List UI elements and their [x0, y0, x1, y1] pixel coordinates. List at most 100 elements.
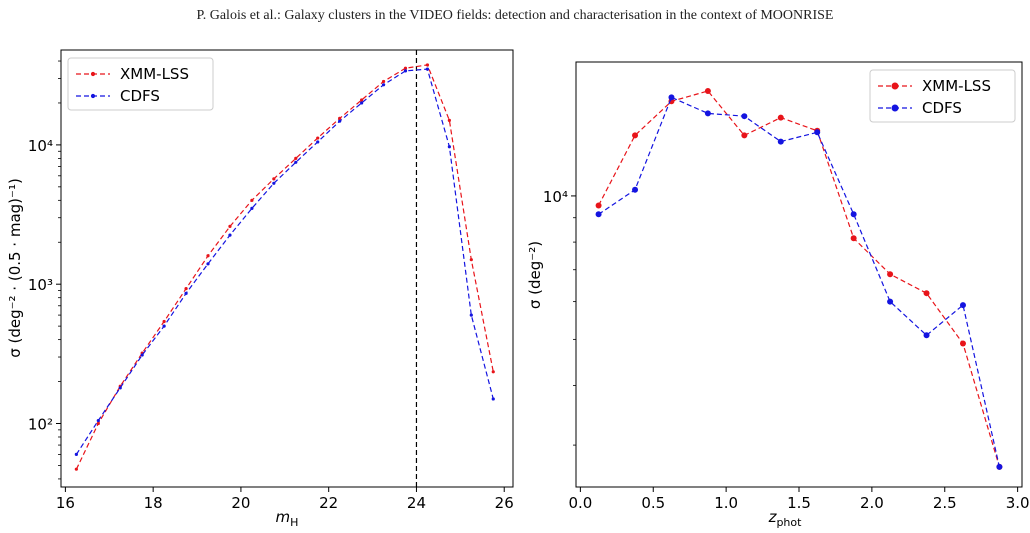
- left-x-tick-label: 18: [144, 494, 163, 512]
- right-data-point-xmm: [959, 340, 966, 347]
- right-data-point-cdfs: [668, 94, 675, 101]
- right-data-point-xmm: [741, 132, 748, 139]
- left-x-tick-label: 16: [56, 494, 75, 512]
- left-x-tick-label: 20: [231, 494, 250, 512]
- right-legend-swatch-marker: [891, 104, 899, 112]
- left-data-point-xmm: [74, 467, 78, 471]
- left-data-point-xmm: [425, 63, 430, 67]
- left-data-point-cdfs: [96, 418, 100, 423]
- right-data-point-cdfs: [996, 463, 1003, 470]
- left-y-axis-label: σ (deg⁻² · (0.5 · mag)⁻¹): [6, 178, 24, 358]
- left-data-point-xmm: [403, 66, 408, 70]
- right-data-point-cdfs: [704, 110, 711, 117]
- right-x-tick-label: 2.5: [933, 494, 957, 512]
- left-x-tick-label: 26: [495, 494, 514, 512]
- left-data-point-cdfs: [272, 181, 276, 185]
- right-data-point-cdfs: [850, 211, 857, 218]
- left-legend-swatch-marker: [90, 71, 96, 77]
- left-y-tick-label: 10²: [28, 415, 53, 433]
- left-data-point-cdfs: [425, 67, 430, 71]
- left-plot-frame: [60, 49, 514, 488]
- left-x-axis-label: mH: [276, 508, 299, 529]
- left-data-point-cdfs: [140, 353, 144, 357]
- right-x-tick-label: 0.5: [641, 494, 665, 512]
- right-data-point-xmm: [887, 271, 894, 278]
- right-legend-label: XMM-LSS: [922, 77, 991, 95]
- left-data-point-xmm: [360, 98, 364, 102]
- left-data-point-cdfs: [228, 233, 232, 237]
- left-data-point-xmm: [469, 258, 473, 262]
- right-data-point-cdfs: [814, 129, 821, 136]
- right-series-line-xmm: [598, 90, 1000, 468]
- right-x-tick-label: 1.5: [787, 494, 811, 512]
- left-data-point-xmm: [184, 286, 188, 291]
- right-legend-swatch-marker: [891, 82, 899, 90]
- left-data-point-cdfs: [206, 262, 210, 266]
- left-data-point-cdfs: [338, 119, 342, 123]
- left-data-point-xmm: [338, 116, 342, 120]
- right-y-axis-label: σ (deg⁻²): [526, 241, 544, 309]
- right-data-point-cdfs: [777, 138, 784, 145]
- left-data-point-xmm: [206, 254, 210, 258]
- left-legend-box: [67, 57, 214, 111]
- left-data-point-cdfs: [491, 397, 495, 401]
- right-data-point-cdfs: [923, 332, 930, 339]
- right-series-line-cdfs: [598, 96, 1000, 468]
- left-data-point-xmm: [272, 177, 276, 181]
- left-data-point-xmm: [491, 370, 495, 374]
- left-data-point-cdfs: [360, 101, 364, 105]
- right-data-point-xmm: [595, 202, 602, 209]
- left-data-point-cdfs: [250, 206, 254, 211]
- left-data-point-cdfs: [184, 291, 188, 295]
- left-data-point-xmm: [162, 319, 166, 324]
- right-marks: 0.0 0.5 1.0 1.5 2.0 2.5 3.0 10⁴ XMM-LSS CDFS: [543, 69, 1030, 512]
- right-y-tick-label: 10⁴: [543, 188, 568, 206]
- right-data-point-cdfs: [959, 302, 966, 309]
- right-x-tick-label: 1.0: [714, 494, 738, 512]
- left-legend-swatch-marker: [90, 93, 96, 99]
- right-data-point-cdfs: [595, 211, 602, 218]
- right-legend-box: [869, 69, 1016, 123]
- left-x-tick-label: 24: [407, 494, 426, 512]
- left-data-point-xmm: [381, 79, 386, 84]
- left-data-point-cdfs: [469, 313, 473, 317]
- left-data-point-xmm: [228, 224, 232, 228]
- right-data-point-xmm: [850, 235, 857, 242]
- right-legend: XMM-LSS CDFS: [869, 69, 1016, 123]
- left-data-point-cdfs: [447, 145, 451, 149]
- right-data-point-xmm: [777, 114, 784, 121]
- right-data-point-cdfs: [741, 113, 748, 120]
- right-plot-frame: [575, 61, 1023, 488]
- right-data-point-cdfs: [887, 298, 894, 305]
- left-data-point-cdfs: [118, 386, 122, 390]
- left-data-point-cdfs: [381, 83, 386, 87]
- left-x-tick-label: 22: [319, 494, 338, 512]
- right-x-tick-label: 2.0: [860, 494, 884, 512]
- left-legend: XMM-LSS CDFS: [67, 57, 214, 111]
- left-data-point-xmm: [96, 421, 100, 426]
- left-legend-label: CDFS: [120, 87, 160, 105]
- left-data-point-cdfs: [74, 452, 78, 456]
- right-legend-label: CDFS: [922, 99, 962, 117]
- left-data-point-xmm: [316, 136, 320, 140]
- right-data-point-cdfs: [632, 186, 639, 193]
- right-data-point-xmm: [632, 132, 639, 139]
- left-y-tick-label: 10³: [28, 276, 53, 294]
- right-data-point-xmm: [704, 88, 711, 95]
- left-data-point-xmm: [447, 118, 451, 122]
- left-legend-label: XMM-LSS: [120, 65, 189, 83]
- right-x-axis-label: zphot: [768, 508, 803, 529]
- left-series-line-cdfs: [75, 68, 494, 455]
- left-data-point-xmm: [294, 156, 298, 160]
- left-data-point-cdfs: [403, 69, 408, 73]
- right-x-tick-label: 0.0: [568, 494, 592, 512]
- chart-left: 16 18 20 22 24 26 10² 10³ 10⁴ XMM-LSS CDFS mH σ (d…: [6, 49, 514, 529]
- right-x-tick-label: 3.0: [1006, 494, 1030, 512]
- left-data-point-xmm: [250, 198, 254, 202]
- right-data-point-xmm: [923, 290, 930, 297]
- left-data-point-cdfs: [316, 140, 320, 144]
- left-data-point-cdfs: [294, 160, 298, 164]
- left-series-line-xmm: [75, 64, 494, 470]
- page-header: P. Galois et al.: Galaxy clusters in the…: [196, 8, 834, 23]
